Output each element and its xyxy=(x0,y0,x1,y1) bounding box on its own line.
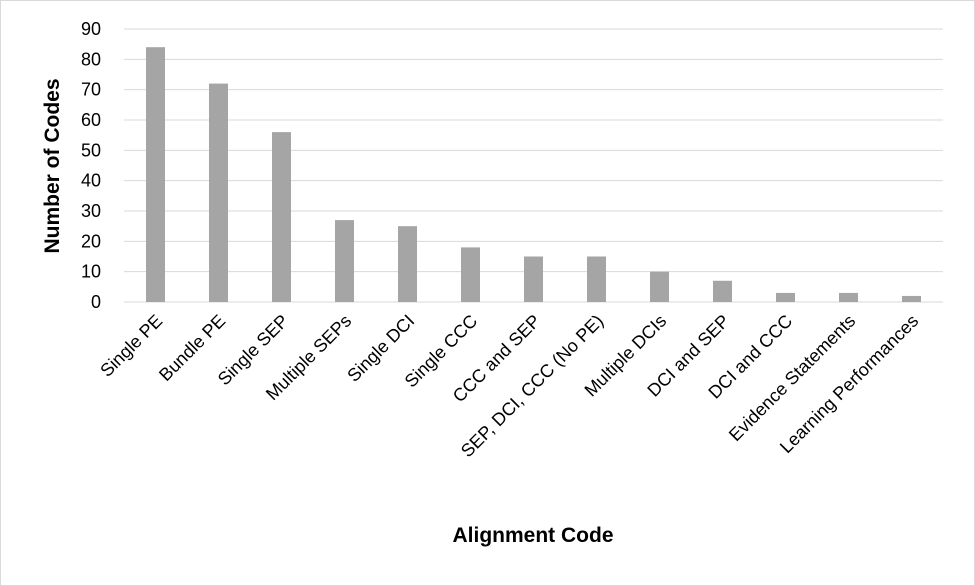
bar xyxy=(146,47,165,303)
y-tick-label: 50 xyxy=(81,140,101,160)
y-axis-title: Number of Codes xyxy=(41,78,64,253)
y-tick-label: 80 xyxy=(81,49,101,69)
bar xyxy=(902,295,921,302)
bar xyxy=(524,256,543,302)
x-axis-title: Alignment Code xyxy=(453,524,614,547)
bar xyxy=(776,292,795,302)
y-tick-label: 90 xyxy=(81,19,101,39)
bar xyxy=(587,256,606,302)
bars xyxy=(146,47,921,303)
bar xyxy=(335,220,354,302)
bar xyxy=(713,280,732,302)
bar xyxy=(839,292,858,302)
y-tick-label: 70 xyxy=(81,80,101,100)
bar xyxy=(272,132,291,302)
y-axis-ticks: 0 10 20 30 40 50 60 70 80 90 xyxy=(81,19,101,312)
gridlines xyxy=(124,28,943,303)
bar xyxy=(461,247,480,302)
bar xyxy=(209,83,228,302)
bar xyxy=(398,226,417,302)
bar xyxy=(650,271,669,302)
y-tick-label: 20 xyxy=(81,231,101,251)
y-tick-label: 60 xyxy=(81,110,101,130)
y-tick-label: 0 xyxy=(91,292,101,312)
x-tick-label: Evidence Statements xyxy=(725,311,859,445)
y-tick-label: 10 xyxy=(81,262,101,282)
y-tick-label: 40 xyxy=(81,171,101,191)
y-tick-label: 30 xyxy=(81,201,101,221)
